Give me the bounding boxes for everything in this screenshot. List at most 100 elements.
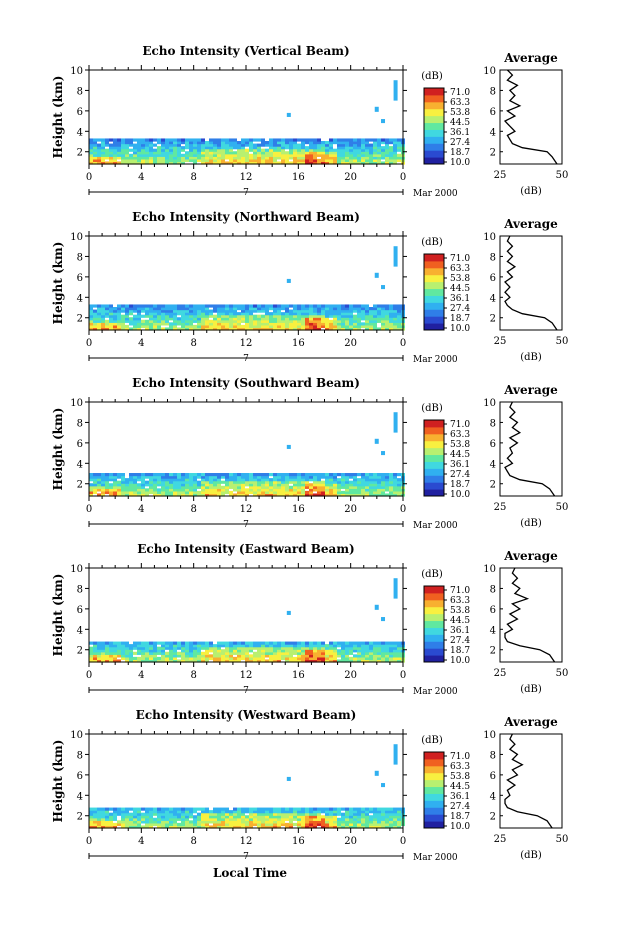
heatmap-cell [277, 815, 281, 819]
heatmap-cell [329, 161, 333, 165]
heatmap-cell [205, 314, 209, 318]
day-label: 7 [243, 852, 249, 862]
colorbar-tick-label: 71.0 [450, 752, 470, 762]
colorbar-tick-label: 18.7 [450, 812, 470, 822]
heatmap-cell [173, 146, 177, 150]
heatmap-cell [381, 304, 385, 308]
heatmap-cell [257, 324, 261, 329]
heatmap-cell [145, 825, 149, 829]
heatmap-cell [289, 161, 293, 165]
heatmap-cell [97, 322, 101, 326]
heatmap-cell [249, 485, 253, 489]
heatmap-cell [177, 146, 181, 150]
heatmap-cell [289, 822, 293, 827]
heatmap-cell [253, 158, 257, 163]
heatmap-cell [389, 314, 393, 318]
heatmap-cell [117, 820, 121, 824]
heatmap-cell [397, 656, 401, 661]
heatmap-cell [105, 480, 109, 484]
heatmap-cell [149, 810, 153, 814]
heatmap-cell [281, 473, 285, 477]
heatmap-cell [373, 156, 377, 160]
heatmap-cell [129, 820, 133, 824]
heatmap-cell [277, 314, 281, 318]
heatmap-cell [209, 312, 213, 316]
heatmap-cell [217, 141, 221, 145]
heatmap-cell [349, 810, 353, 814]
heatmap-cell [173, 480, 177, 484]
heatmap-cell [101, 483, 105, 487]
heatmap-cell [389, 483, 393, 487]
heatmap-cell [317, 146, 321, 150]
heatmap-cell [113, 161, 117, 165]
heatmap-cell [365, 324, 369, 329]
heatmap-cell [353, 322, 357, 326]
heatmap-cell [89, 156, 93, 160]
heatmap-cell [109, 651, 113, 655]
heatmap-cell [161, 817, 165, 821]
heatmap-cell [125, 488, 129, 492]
heatmap-cell [285, 141, 289, 145]
heatmap-cell [237, 812, 241, 816]
heatmap-cell [277, 659, 281, 663]
heatmap-cell [253, 817, 257, 821]
heatmap-cell [233, 151, 237, 155]
heatmap-cell [293, 143, 297, 147]
heatmap-cell [137, 810, 141, 814]
heatmap-cell [221, 143, 225, 147]
heatmap-cell [137, 304, 141, 308]
heatmap-cell [217, 825, 221, 829]
heatmap-cell [249, 825, 253, 829]
heatmap-cell [345, 309, 349, 313]
heatmap-cell [285, 812, 289, 816]
heatmap-cell [145, 324, 149, 329]
heatmap-cell [189, 820, 193, 824]
heatmap-cell [285, 312, 289, 316]
heatmap-cell [337, 654, 341, 658]
heatmap-cell [105, 822, 109, 827]
heatmap-cell [365, 473, 369, 477]
heatmap-cell [97, 324, 101, 329]
heatmap-cell [241, 151, 245, 155]
heatmap-cell [317, 314, 321, 318]
heatmap-cell [393, 314, 397, 318]
heatmap-cell [393, 807, 397, 811]
heatmap-cell [161, 488, 165, 492]
colorbar-swatch [424, 758, 444, 767]
heatmap-cell [373, 146, 377, 150]
heatmap-cell [353, 473, 357, 477]
colorbar-swatch [424, 606, 444, 615]
heatmap-cell [265, 151, 269, 155]
heatmap-cell [193, 659, 197, 663]
heatmap-cell [89, 304, 93, 308]
heatmap-cell [373, 307, 377, 311]
heatmap-cell [361, 324, 365, 329]
heatmap-cell [89, 815, 93, 819]
heatmap-cell [277, 309, 281, 313]
heatmap-cell [201, 478, 205, 482]
heatmap-cell [165, 307, 169, 311]
heatmap-cell [89, 807, 93, 811]
heatmap-cell [357, 158, 361, 163]
heatmap-cell [169, 312, 173, 316]
heatmap-cell [113, 656, 117, 661]
heatmap-cell [93, 483, 97, 487]
heatmap-cell [313, 143, 317, 147]
heatmap-cell [301, 815, 305, 819]
colorbar-swatch [424, 786, 444, 794]
heatmap-cell [181, 148, 185, 152]
heatmap-cell [277, 307, 281, 311]
heatmap-cell [277, 304, 281, 308]
heatmap-cell [265, 488, 269, 492]
heatmap-cell [153, 659, 157, 663]
heatmap-cell [117, 138, 121, 142]
heatmap-cell [349, 148, 353, 152]
heatmap-cell [157, 158, 161, 163]
heatmap-cell [101, 822, 105, 827]
heatmap-cell [113, 153, 117, 157]
heatmap-cell [93, 641, 97, 645]
heatmap-cell [105, 485, 109, 489]
heatmap-cell [365, 649, 369, 653]
heatmap-cell [233, 822, 237, 827]
heatmap-cell [229, 812, 233, 816]
